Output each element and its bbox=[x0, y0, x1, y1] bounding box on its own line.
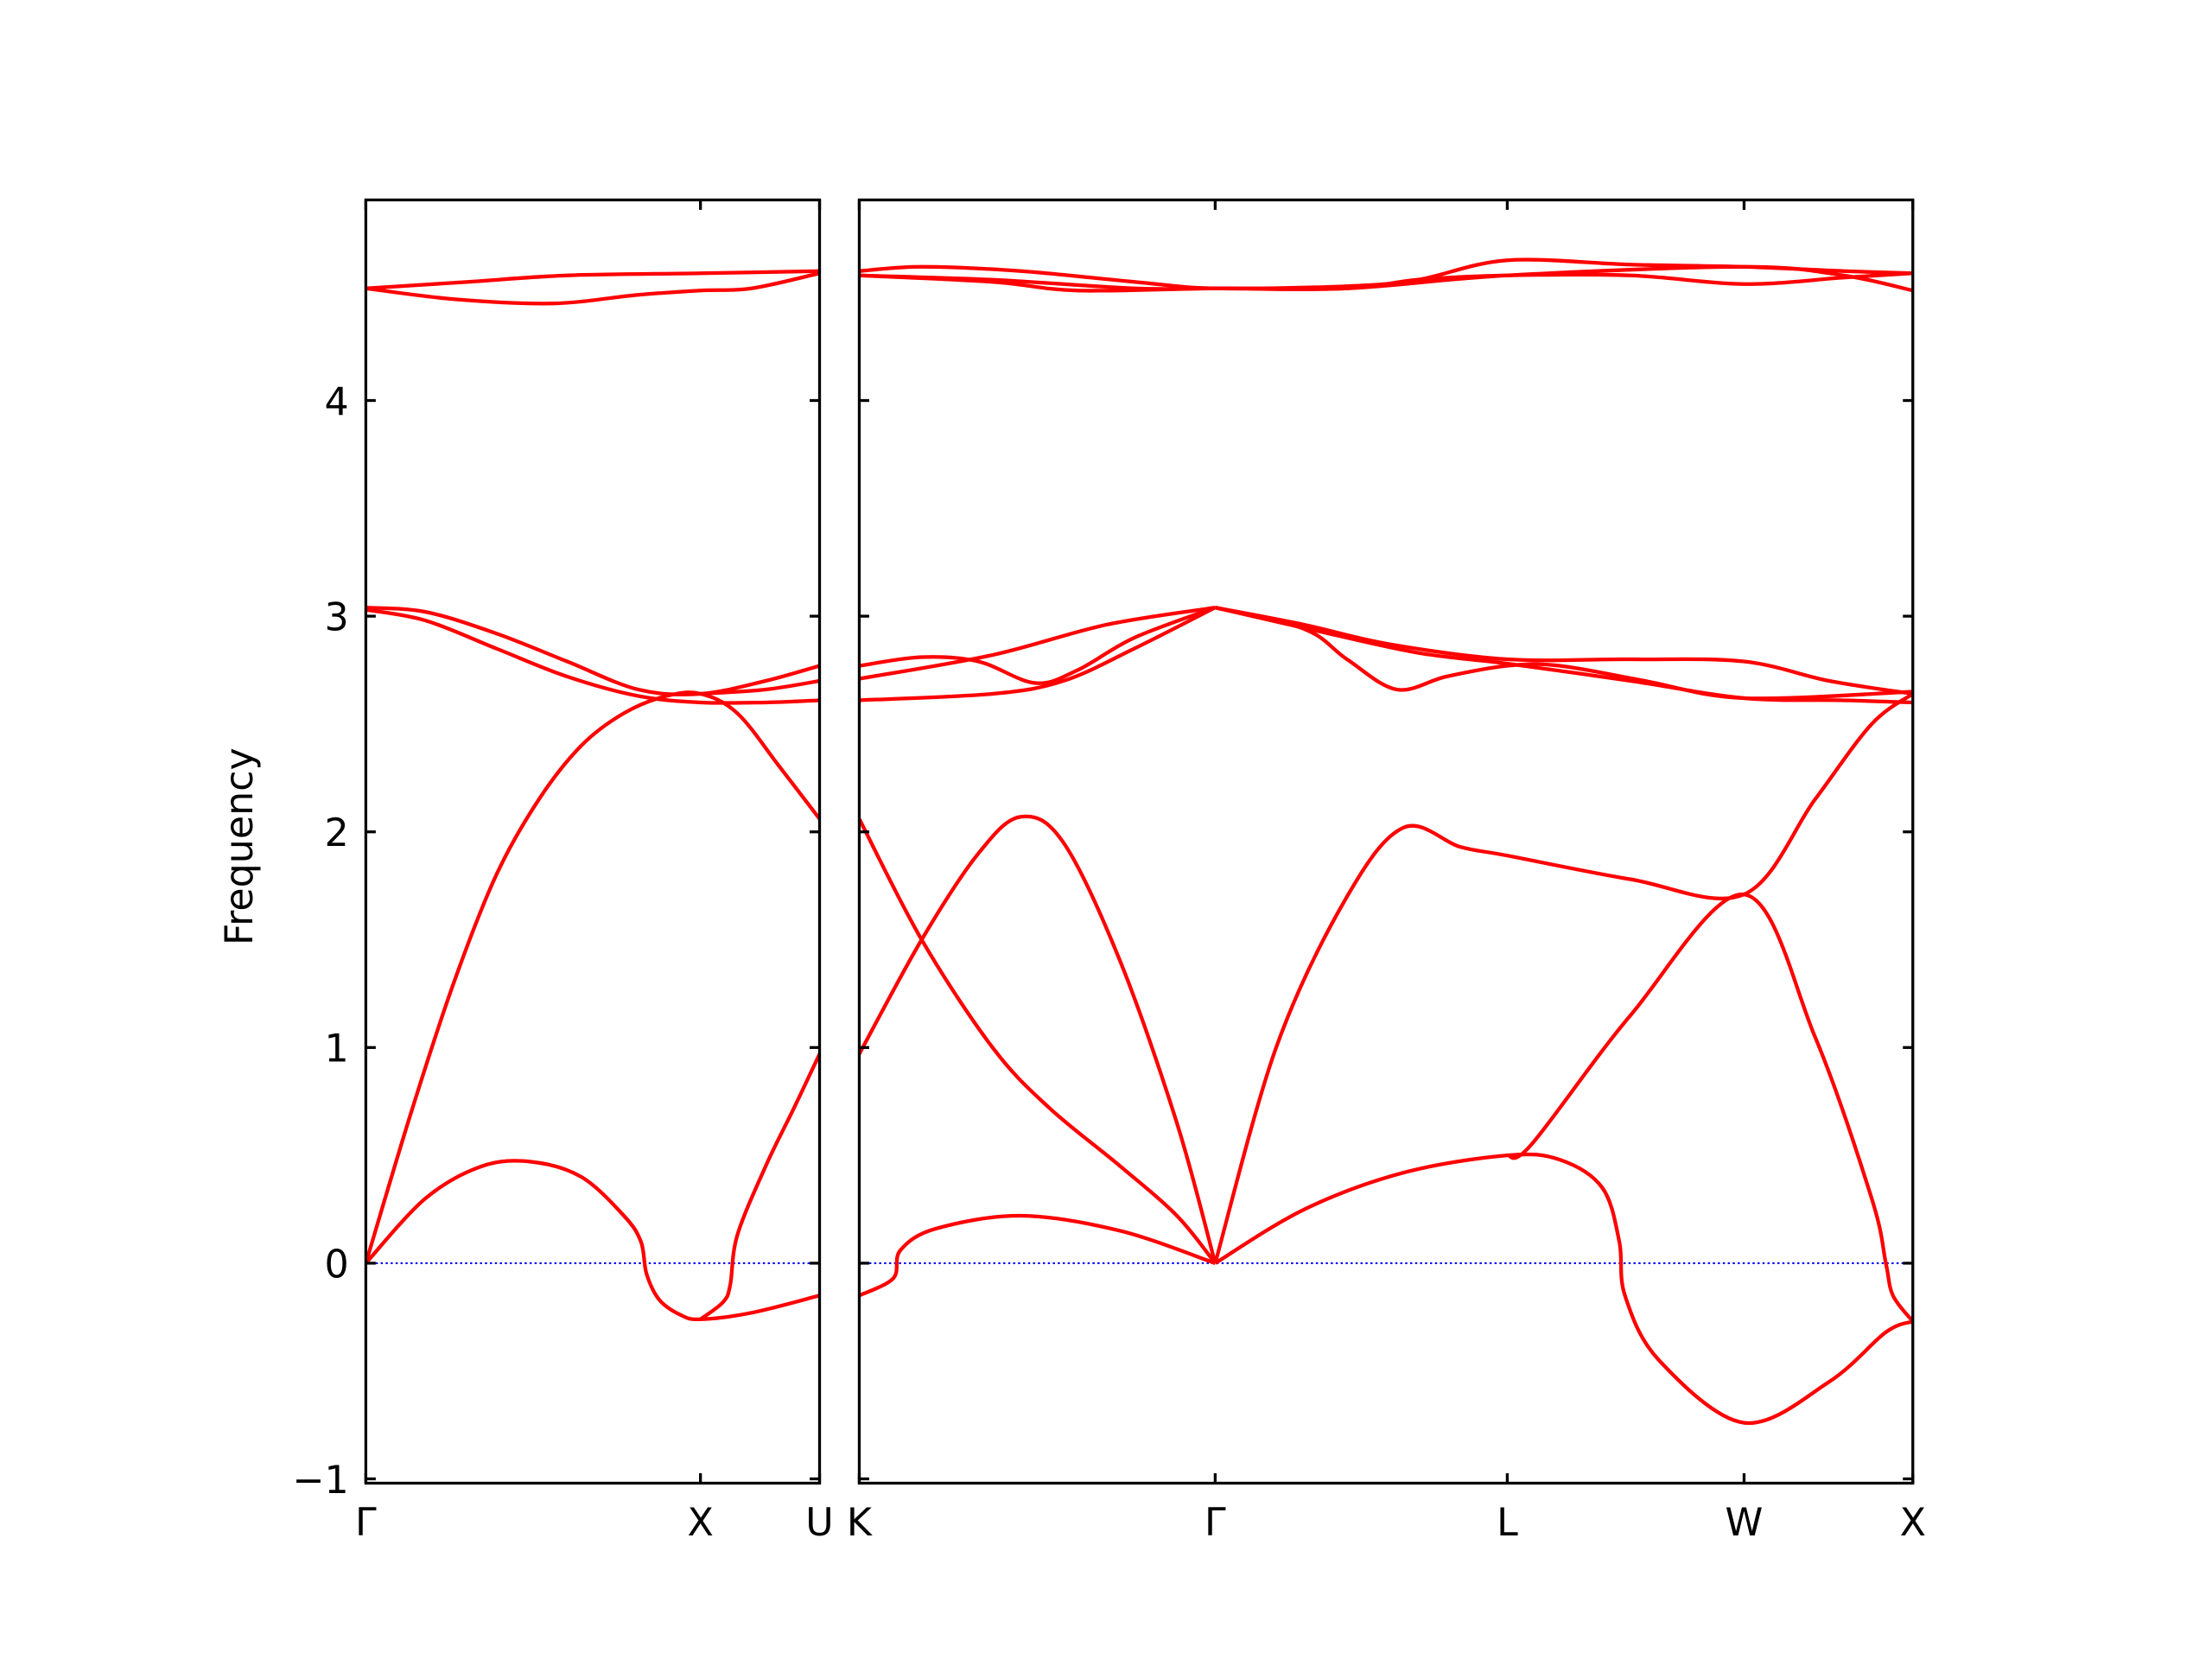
band-line bbox=[1213, 692, 1913, 1264]
y-tick-label: 2 bbox=[325, 811, 349, 855]
y-tick-label: 3 bbox=[325, 596, 349, 640]
band-line bbox=[1214, 606, 1913, 705]
band-line bbox=[859, 1213, 1217, 1298]
x-tick-label: Γ bbox=[355, 1501, 377, 1545]
plot-frame bbox=[857, 198, 1915, 1485]
band-line bbox=[365, 607, 820, 705]
band-line bbox=[1214, 606, 1913, 701]
band-line bbox=[1214, 1152, 1913, 1425]
y-tick-label: 4 bbox=[325, 380, 349, 424]
band-line bbox=[859, 271, 1913, 293]
x-tick-label: L bbox=[1497, 1501, 1518, 1545]
band-line bbox=[365, 690, 820, 1264]
band-line bbox=[859, 817, 1217, 1265]
band-line bbox=[859, 606, 1217, 702]
band-line bbox=[859, 264, 1913, 293]
band-line bbox=[700, 678, 820, 696]
band-line bbox=[365, 269, 820, 290]
band-line bbox=[859, 606, 1216, 681]
band-line bbox=[365, 1159, 820, 1322]
y-tick-label: 0 bbox=[325, 1243, 349, 1287]
y-tick-label: −1 bbox=[292, 1459, 348, 1503]
x-tick-label: X bbox=[687, 1501, 713, 1545]
x-tick-label: Γ bbox=[1205, 1501, 1226, 1545]
band-line bbox=[1506, 892, 1913, 1323]
band-line bbox=[365, 606, 820, 696]
band-line bbox=[859, 606, 1217, 685]
band-line bbox=[699, 1052, 820, 1321]
band-line bbox=[365, 271, 820, 306]
x-tick-label: K bbox=[847, 1501, 873, 1545]
x-tick-label: X bbox=[1900, 1501, 1926, 1545]
x-tick-label: W bbox=[1726, 1501, 1764, 1545]
band-line bbox=[1214, 606, 1913, 696]
x-tick-label: U bbox=[805, 1501, 833, 1545]
band-line bbox=[859, 814, 1217, 1264]
plot-frame bbox=[364, 198, 822, 1485]
y-axis-label: Frequency bbox=[218, 747, 262, 945]
y-tick-label: 1 bbox=[325, 1027, 349, 1071]
